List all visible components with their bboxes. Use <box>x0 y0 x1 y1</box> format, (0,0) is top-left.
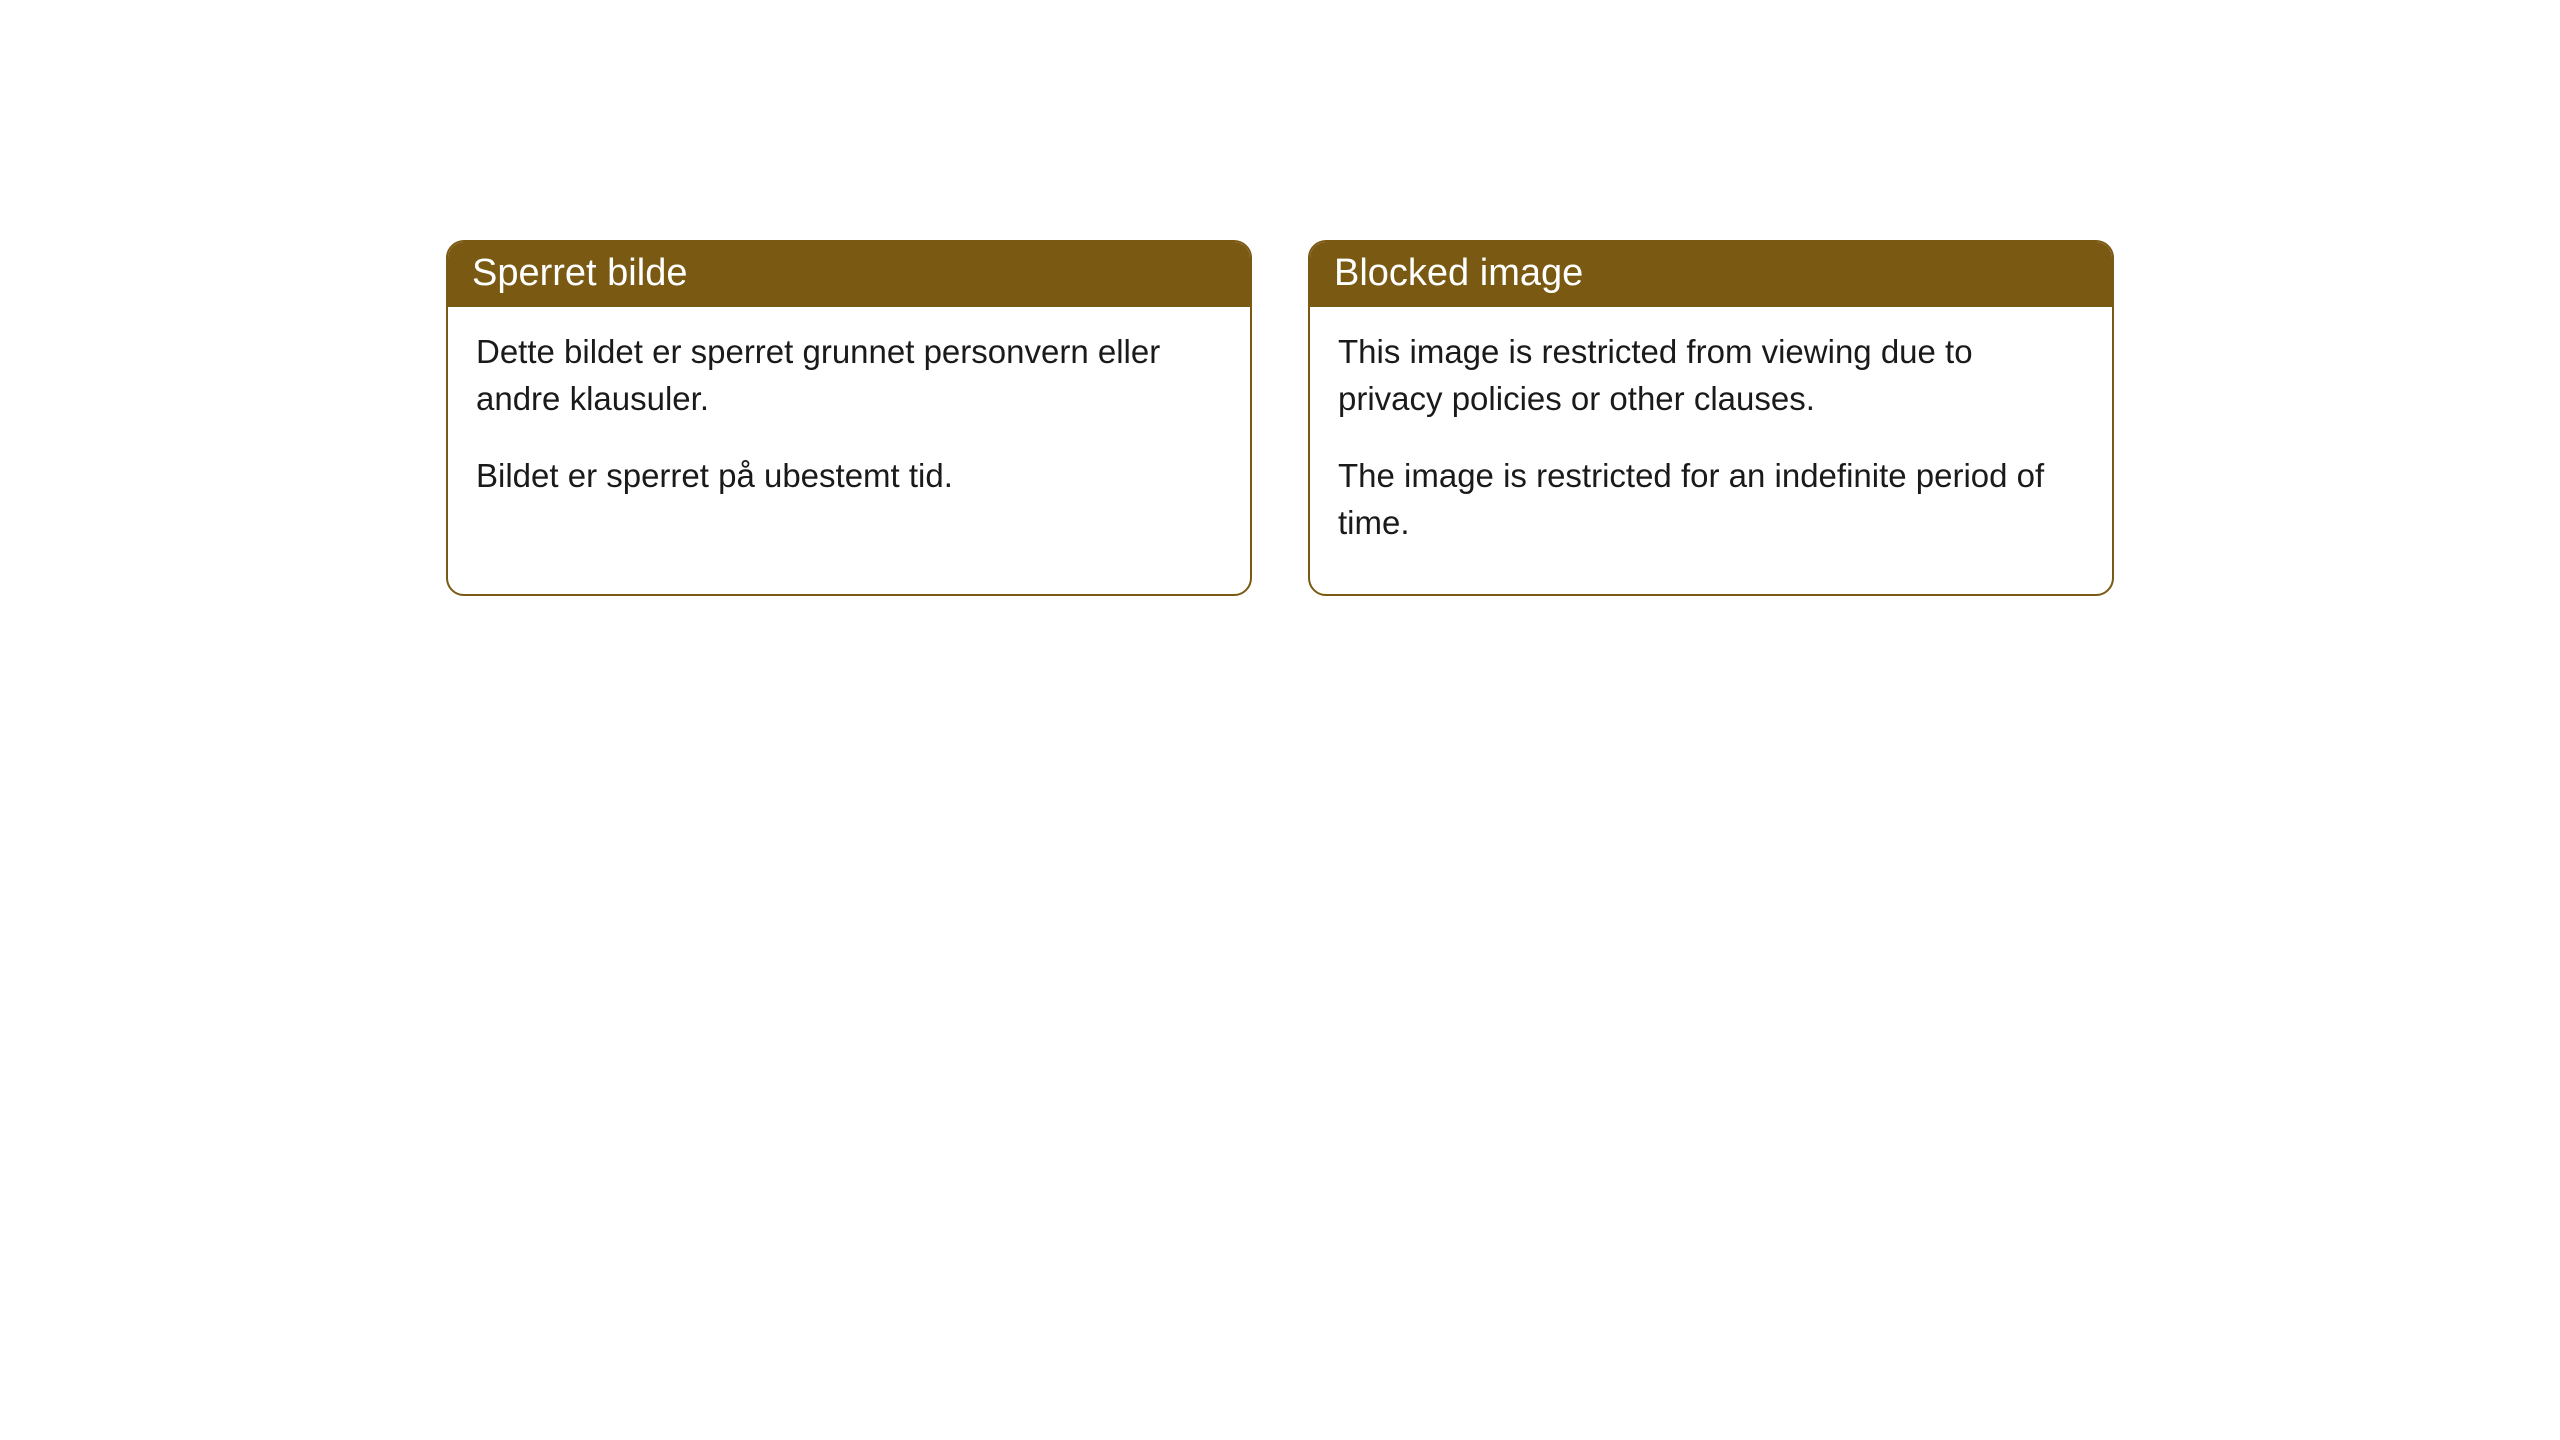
card-title: Blocked image <box>1334 252 1583 294</box>
blocked-image-card-english: Blocked image This image is restricted f… <box>1308 240 2114 596</box>
card-body-english: This image is restricted from viewing du… <box>1310 307 2112 594</box>
card-paragraph: Bildet er sperret på ubestemt tid. <box>476 453 1222 500</box>
card-title: Sperret bilde <box>472 252 687 294</box>
card-header-norwegian: Sperret bilde <box>448 242 1250 307</box>
card-body-norwegian: Dette bildet er sperret grunnet personve… <box>448 307 1250 548</box>
card-paragraph: Dette bildet er sperret grunnet personve… <box>476 329 1222 423</box>
card-paragraph: The image is restricted for an indefinit… <box>1338 453 2084 547</box>
card-paragraph: This image is restricted from viewing du… <box>1338 329 2084 423</box>
blocked-image-card-norwegian: Sperret bilde Dette bildet er sperret gr… <box>446 240 1252 596</box>
notice-container: Sperret bilde Dette bildet er sperret gr… <box>0 240 2560 596</box>
card-header-english: Blocked image <box>1310 242 2112 307</box>
